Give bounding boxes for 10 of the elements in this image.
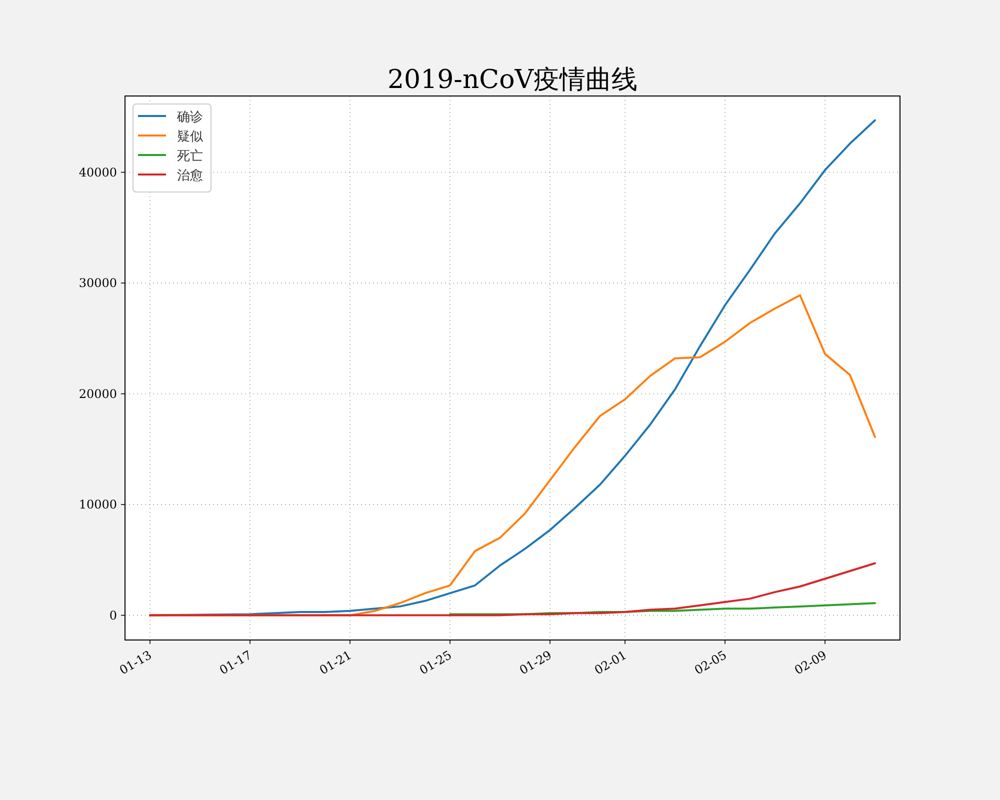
y-tick-label: 30000 bbox=[78, 276, 117, 290]
y-tick-label: 10000 bbox=[78, 498, 117, 512]
legend-label: 治愈 bbox=[177, 168, 203, 184]
y-tick-label: 0 bbox=[109, 608, 117, 622]
chart-title: 2019-nCoV疫情曲线 bbox=[387, 65, 638, 95]
legend-label: 确诊 bbox=[176, 110, 203, 125]
legend-label: 死亡 bbox=[177, 148, 203, 164]
legend-label: 疑似 bbox=[177, 130, 203, 144]
y-tick-label: 40000 bbox=[78, 165, 117, 180]
y-tick-label: 20000 bbox=[78, 386, 117, 401]
